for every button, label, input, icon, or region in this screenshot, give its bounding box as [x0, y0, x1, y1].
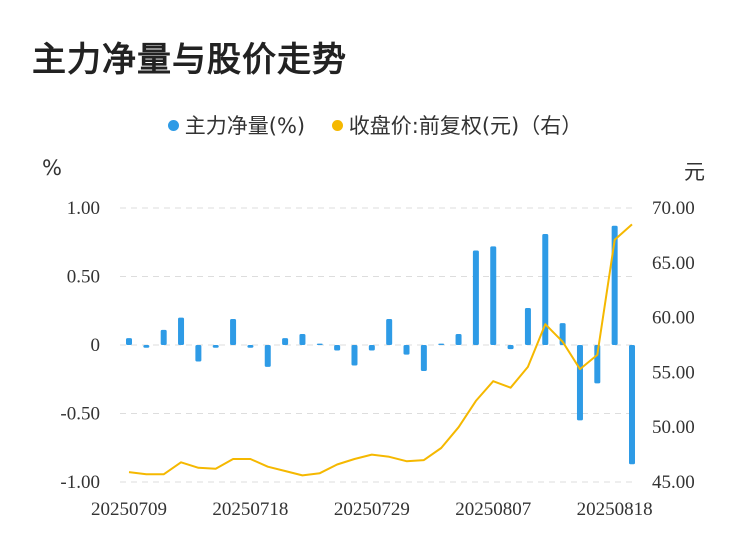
right-axis-tick-label: 60.00	[652, 308, 695, 329]
bar	[299, 334, 306, 345]
right-axis-unit: 元	[684, 160, 705, 184]
bar	[264, 345, 271, 367]
bar	[594, 345, 601, 384]
bar	[403, 345, 410, 355]
x-axis-tick-label: 20250729	[334, 499, 410, 520]
bar	[334, 345, 341, 351]
bar	[230, 318, 237, 345]
right-axis-tick-label: 70.00	[652, 198, 695, 219]
x-axis-tick-label: 20250807	[455, 499, 531, 520]
right-axis-tick-label: 65.00	[652, 253, 695, 274]
bar	[524, 308, 531, 345]
legend-label-net-flow: 主力净量(%)	[184, 114, 306, 138]
bar	[316, 343, 323, 345]
bar	[490, 246, 497, 345]
legend-dot-icon	[331, 119, 343, 131]
chart-title: 主力净量与股价走势	[32, 40, 347, 80]
bar	[507, 345, 514, 350]
legend-item-close-price[interactable]: 收盘价:前复权(元)（右）	[331, 110, 583, 140]
chart-legend: 主力净量(%) 收盘价:前复权(元)（右）	[0, 110, 750, 140]
right-axis-tick-label: 45.00	[652, 472, 695, 493]
bar	[386, 318, 393, 345]
bar	[195, 345, 202, 362]
left-axis-unit: %	[42, 156, 62, 180]
bar	[160, 329, 167, 345]
left-axis-tick-label: -1.00	[60, 472, 100, 493]
left-axis-tick-label: -0.50	[60, 404, 100, 425]
bar	[351, 345, 358, 366]
right-axis-tick-label: 50.00	[652, 417, 695, 438]
x-axis-tick-label: 20250818	[577, 499, 653, 520]
x-axis-tick-label: 20250709	[91, 499, 167, 520]
bar	[576, 345, 583, 421]
x-axis-tick-label: 20250718	[212, 499, 288, 520]
bar	[472, 250, 479, 345]
bar	[420, 345, 427, 372]
left-axis-tick-label: 0	[91, 335, 101, 356]
left-axis-tick-label: 0.50	[67, 267, 100, 288]
bar	[247, 345, 254, 348]
left-axis-tick-label: 1.00	[67, 198, 100, 219]
bar	[143, 345, 150, 348]
bar	[282, 338, 289, 345]
bar	[438, 343, 445, 345]
close-price-line	[128, 223, 633, 477]
bar	[629, 345, 635, 465]
bar	[178, 317, 185, 345]
legend-dot-icon	[167, 119, 179, 131]
bar	[126, 338, 132, 345]
bar	[542, 234, 549, 345]
bar	[212, 345, 219, 348]
bar	[368, 345, 375, 351]
legend-item-net-flow[interactable]: 主力净量(%)	[167, 110, 306, 140]
bar	[455, 334, 462, 345]
right-axis-tick-label: 55.00	[652, 362, 695, 383]
legend-label-close-price: 收盘价:前复权(元)（右）	[348, 114, 583, 138]
